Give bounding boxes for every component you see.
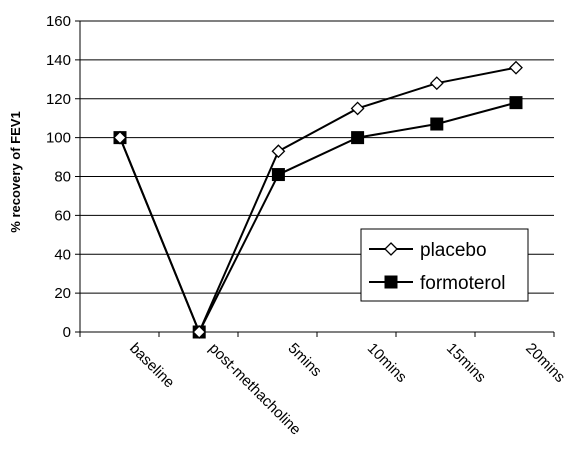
- y-tick-label: 40: [54, 246, 71, 263]
- legend-marker: [384, 242, 398, 256]
- legend-label: placebo: [420, 240, 487, 261]
- legend-box: [360, 228, 529, 302]
- y-tick-label: 160: [46, 13, 71, 30]
- data-point: [113, 130, 127, 145]
- x-tick-label: 5mins: [285, 340, 325, 380]
- y-tick-label: 140: [46, 52, 71, 69]
- data-point: [509, 96, 523, 110]
- legend-marker: [384, 275, 398, 289]
- series-formoterol: [113, 96, 523, 339]
- data-point: [271, 144, 286, 159]
- data-point: [429, 76, 444, 91]
- legend-label: formoterol: [420, 273, 506, 294]
- x-tick-label: baseline: [126, 340, 178, 392]
- data-point: [271, 168, 285, 182]
- data-point: [350, 101, 365, 116]
- series: [113, 60, 523, 339]
- data-point: [351, 131, 365, 145]
- y-tick-label: 100: [46, 130, 71, 147]
- series-placebo: [113, 60, 523, 339]
- legend-item-formoterol: formoterol: [369, 273, 506, 294]
- data-point: [430, 117, 444, 131]
- legend-item-placebo: placebo: [369, 240, 487, 261]
- y-tick-label: 0: [63, 324, 71, 341]
- axes: [75, 20, 555, 337]
- y-tick-label: 120: [46, 91, 71, 108]
- y-tick-labels: 0 20 40 60 80 100 120 140 160: [46, 13, 71, 341]
- y-axis-label: % recovery of FEV1: [8, 111, 23, 232]
- x-tick-label: 10mins: [364, 340, 410, 386]
- series-line: [119, 66, 517, 335]
- x-tick-label: 15mins: [443, 340, 489, 386]
- gridlines: [80, 20, 554, 333]
- y-tick-label: 60: [54, 207, 71, 224]
- y-tick-label: 20: [54, 285, 71, 302]
- x-tick-label: 20mins: [522, 340, 568, 386]
- data-point: [192, 325, 207, 339]
- legend: placebo formoterol: [360, 228, 529, 302]
- data-point: [509, 60, 523, 75]
- y-tick-label: 80: [54, 169, 71, 186]
